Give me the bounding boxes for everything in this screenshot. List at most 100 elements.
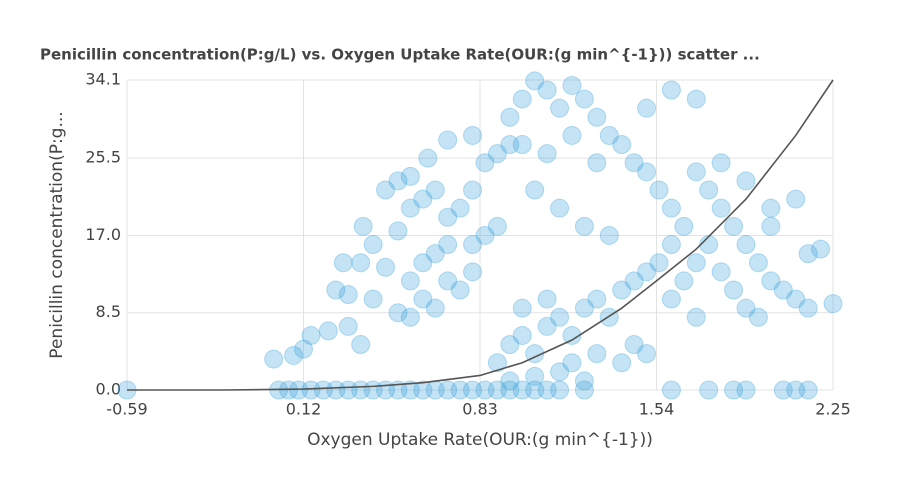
scatter-point — [463, 125, 483, 145]
scatter-point — [301, 380, 321, 400]
scatter-point — [686, 162, 706, 182]
scatter-point — [313, 380, 333, 400]
scatter-point — [562, 75, 582, 95]
scatter-point — [512, 325, 532, 345]
scatter-point — [574, 216, 594, 236]
scatter-point — [686, 89, 706, 109]
scatter-point — [413, 289, 433, 309]
scatter-point — [612, 280, 632, 300]
scatter-point — [624, 153, 644, 173]
x-tick-label: 0.83 — [462, 400, 498, 419]
scatter-point — [400, 307, 420, 327]
scatter-point — [512, 89, 532, 109]
scatter-point — [649, 180, 669, 200]
scatter-point — [711, 153, 731, 173]
fit-line — [127, 79, 834, 391]
scatter-point — [463, 235, 483, 255]
scatter-point — [661, 235, 681, 255]
scatter-point — [773, 380, 793, 400]
scatter-point — [550, 362, 570, 382]
scatter-point — [699, 235, 719, 255]
scatter-point — [338, 380, 358, 400]
scatter-point — [823, 294, 843, 314]
scatter-point — [587, 344, 607, 364]
scatter-point — [624, 271, 644, 291]
scatter-point — [599, 125, 619, 145]
scatter-point — [438, 235, 458, 255]
scatter-point — [562, 125, 582, 145]
scatter-point — [413, 253, 433, 273]
scatter-point — [326, 380, 346, 400]
scatter-point — [525, 71, 545, 91]
scatter-point — [284, 345, 304, 365]
scatter-point — [798, 244, 818, 264]
scatter-point — [338, 285, 358, 305]
scatter-point — [637, 262, 657, 282]
scatter-point — [550, 198, 570, 218]
scatter-point — [811, 239, 831, 259]
scatter-point — [425, 180, 445, 200]
x-tick-label: 2.25 — [815, 400, 851, 419]
scatter-point — [487, 380, 507, 400]
scatter-point — [736, 298, 756, 318]
scatter-point — [264, 349, 284, 369]
scatter-point — [574, 371, 594, 391]
scatter-point — [612, 353, 632, 373]
scatter-point — [438, 130, 458, 150]
scatter-point — [376, 257, 396, 277]
scatter-point — [463, 262, 483, 282]
scatter-point — [537, 80, 557, 100]
scatter-point — [574, 298, 594, 318]
scatter-point — [388, 221, 408, 241]
scatter-point — [686, 307, 706, 327]
scatter-point — [624, 335, 644, 355]
x-tick-label: -0.59 — [106, 400, 147, 419]
scatter-point — [550, 98, 570, 118]
scatter-point — [487, 353, 507, 373]
scatter-point — [487, 144, 507, 164]
scatter-point — [450, 198, 470, 218]
scatter-point — [463, 380, 483, 400]
scatter-point — [537, 289, 557, 309]
scatter-point — [512, 380, 532, 400]
scatter-point — [761, 216, 781, 236]
scatter-point — [418, 148, 438, 168]
scatter-point — [338, 316, 358, 336]
scatter-point — [475, 225, 495, 245]
scatter-point — [786, 189, 806, 209]
scatter-point — [388, 303, 408, 323]
scatter-point — [798, 298, 818, 318]
scatter-point — [475, 153, 495, 173]
scatter-point — [438, 271, 458, 291]
scatter-point — [761, 198, 781, 218]
scatter-point — [661, 380, 681, 400]
scatter-point — [637, 98, 657, 118]
scatter-point — [724, 380, 744, 400]
scatter-point — [333, 253, 353, 273]
scatter-point — [318, 321, 338, 341]
scatter-point — [637, 344, 657, 364]
y-tick-label: 25.5 — [85, 148, 121, 167]
scatter-point — [425, 244, 445, 264]
scatter-point — [661, 80, 681, 100]
scatter-point — [574, 89, 594, 109]
scatter-point — [649, 253, 669, 273]
scatter-point — [425, 298, 445, 318]
scatter-point — [500, 135, 520, 155]
scatter-point — [463, 180, 483, 200]
scatter-point — [637, 162, 657, 182]
scatter-point — [562, 353, 582, 373]
scatter-point — [599, 225, 619, 245]
scatter-point — [736, 380, 756, 400]
x-tick-label: 1.54 — [639, 400, 675, 419]
scatter-point — [786, 380, 806, 400]
y-tick-label: 34.1 — [85, 70, 121, 89]
scatter-point — [413, 380, 433, 400]
x-axis-label: Oxygen Uptake Rate(OUR:(g min^{-1})) — [307, 430, 653, 450]
scatter-point — [363, 289, 383, 309]
scatter-point — [450, 280, 470, 300]
scatter-point — [537, 316, 557, 336]
scatter-point — [351, 380, 371, 400]
scatter-point — [400, 198, 420, 218]
